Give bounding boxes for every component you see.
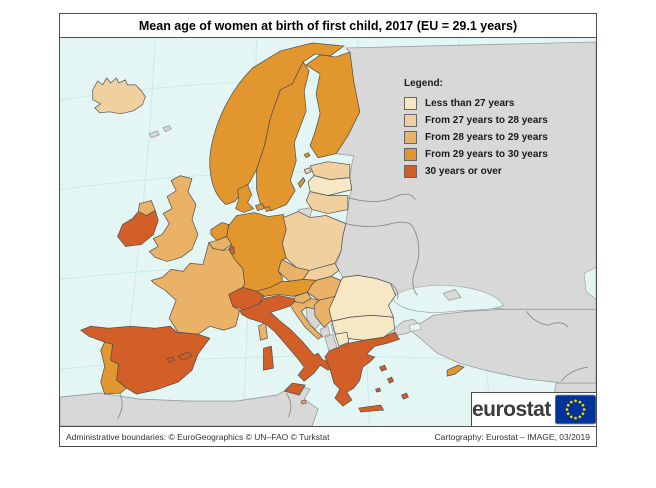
eurostat-logo-text: eurostat	[472, 397, 551, 421]
island-sardinia	[263, 345, 274, 371]
choropleth-countries	[80, 42, 465, 413]
island-cyclades	[375, 387, 382, 393]
country-sweden	[256, 61, 310, 211]
country-cyprus	[446, 364, 465, 377]
no-data-internal-borders	[117, 193, 589, 420]
island-lesbos	[379, 364, 388, 372]
legend-label: From 27 years to 28 years	[425, 115, 548, 126]
eu-flag-icon	[554, 394, 596, 425]
eurostat-logo: eurostat	[471, 392, 596, 426]
legend-swatch-29to30	[404, 148, 417, 161]
sea-of-marmara	[409, 322, 422, 332]
country-italy	[239, 294, 337, 382]
legend-label: From 29 years to 30 years	[425, 149, 548, 160]
europe-map	[60, 38, 596, 426]
legend-item: From 27 years to 28 years	[404, 112, 584, 129]
country-france	[150, 241, 245, 335]
region-crimea	[442, 288, 462, 301]
island-funen	[265, 206, 271, 212]
legend-swatch-30plus	[404, 165, 417, 178]
legend-item: Less than 27 years	[404, 95, 584, 112]
country-malta	[300, 399, 307, 405]
footer-boundaries-text: Administrative boundaries: © EuroGeograp…	[66, 431, 330, 442]
map-title-text: Mean age of women at birth of first chil…	[138, 18, 518, 33]
legend-label: From 28 years to 29 years	[425, 132, 548, 143]
island-aland	[303, 152, 311, 159]
region-faroe-islands	[148, 130, 160, 139]
country-north-macedonia	[334, 331, 350, 347]
map-title: Mean age of women at birth of first chil…	[59, 13, 597, 38]
country-finland	[305, 51, 361, 159]
region-montenegro	[319, 325, 331, 338]
country-ireland	[117, 210, 159, 247]
island-rhodes	[400, 392, 409, 400]
country-greece	[324, 331, 401, 407]
island-crete	[358, 404, 385, 413]
legend-heading: Legend:	[404, 78, 443, 89]
country-romania	[328, 275, 396, 322]
legend-swatch-27to28	[404, 114, 417, 127]
legend-swatch-lt27	[404, 97, 417, 110]
island-chios	[387, 376, 394, 384]
legend-item: From 29 years to 30 years	[404, 146, 584, 163]
map-footer: Administrative boundaries: © EuroGeograp…	[59, 426, 597, 447]
country-denmark	[235, 184, 255, 213]
island-gotland	[297, 177, 306, 189]
island-saaremaa	[303, 167, 312, 175]
legend-swatch-28to29	[404, 131, 417, 144]
country-iceland	[92, 77, 146, 115]
island-sicily	[283, 382, 306, 396]
region-albania	[324, 333, 338, 352]
island-zealand	[255, 203, 265, 211]
country-switzerland	[228, 286, 265, 311]
island-corsica	[258, 321, 268, 341]
legend-label: 30 years or over	[425, 166, 502, 177]
map-area: Legend: Less than 27 years From 27 years…	[59, 37, 597, 427]
island-ibiza	[166, 356, 175, 363]
country-united-kingdom	[148, 175, 199, 262]
legend-label: Less than 27 years	[425, 98, 515, 109]
legend-item: From 28 years to 29 years	[404, 129, 584, 146]
region-shetland	[162, 125, 172, 133]
island-mallorca	[177, 351, 193, 361]
footer-cartography-text: Cartography: Eurostat – IMAGE, 03/2019	[434, 431, 590, 442]
legend-item: 30 years or over	[404, 163, 584, 180]
caspian-sea	[583, 267, 596, 300]
country-portugal	[100, 341, 128, 395]
legend: Legend: Less than 27 years From 27 years…	[404, 78, 584, 180]
country-lithuania	[305, 191, 349, 214]
inland-seas	[393, 267, 596, 332]
